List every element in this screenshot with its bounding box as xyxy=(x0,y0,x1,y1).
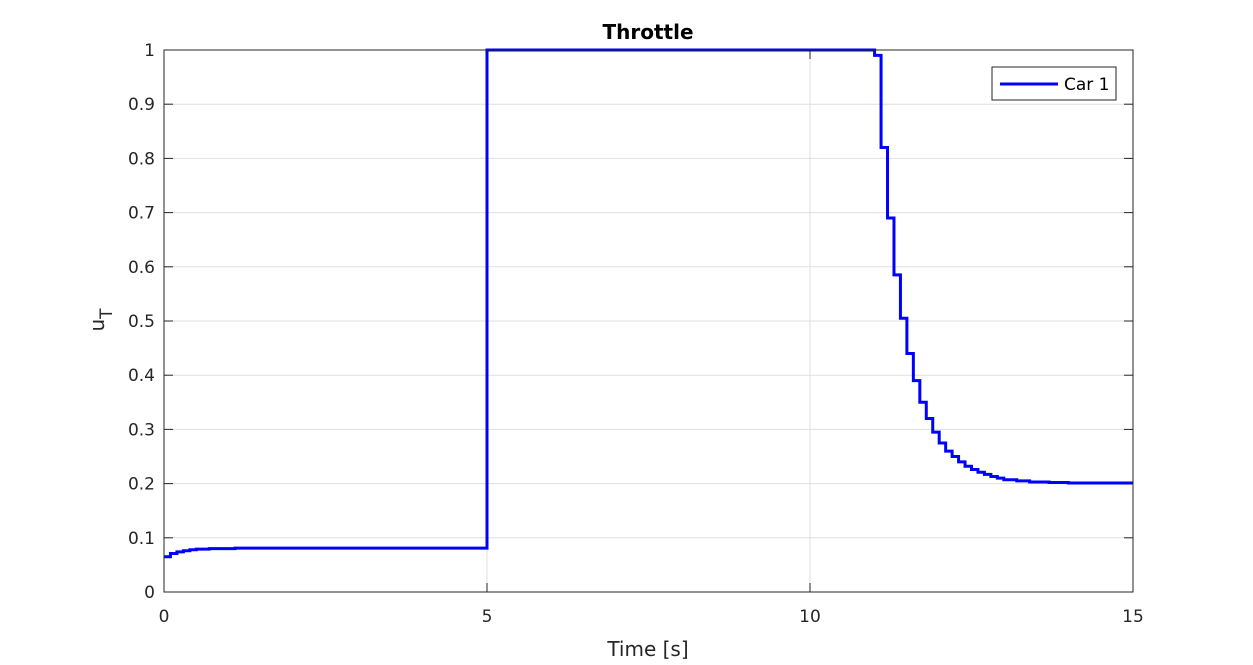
legend-label-car-1: Car 1 xyxy=(1064,75,1110,95)
y-tick-label: 0.2 xyxy=(128,475,155,495)
series-line-car-1 xyxy=(164,48,1133,559)
y-tick-label: 0.1 xyxy=(128,529,155,549)
axes-box xyxy=(163,49,1134,593)
x-tick-label: 10 xyxy=(799,607,821,627)
legend: Car 1 xyxy=(991,66,1117,101)
y-tick-label: 0.6 xyxy=(128,258,155,278)
x-axis-label: Time [s] xyxy=(606,637,688,661)
y-tick-label: 0.8 xyxy=(128,149,155,169)
x-tick-labels: 0 5 10 15 xyxy=(159,607,1144,627)
x-tick-label: 15 xyxy=(1122,607,1144,627)
series-layer xyxy=(164,48,1133,559)
y-tick-label: 0 xyxy=(144,583,155,603)
chart-title: Throttle xyxy=(602,20,693,44)
y-tick-label: 0.3 xyxy=(128,420,155,440)
y-tick-label: 1 xyxy=(144,41,155,61)
y-tick-label: 0.7 xyxy=(128,204,155,224)
y-axis-label: uT xyxy=(85,308,117,332)
y-tick-label: 0.5 xyxy=(128,312,155,332)
y-axis-label-main: u xyxy=(85,319,109,332)
y-tick-labels: 0 0.1 0.2 0.3 0.4 0.5 0.6 0.7 0.8 0.9 1 xyxy=(128,41,155,603)
y-tick-label: 0.9 xyxy=(128,95,155,115)
x-tick-label: 5 xyxy=(482,607,493,627)
y-tick-label: 0.4 xyxy=(128,366,155,386)
x-tick-label: 0 xyxy=(159,607,170,627)
y-axis-label-subscript: T xyxy=(97,308,117,320)
